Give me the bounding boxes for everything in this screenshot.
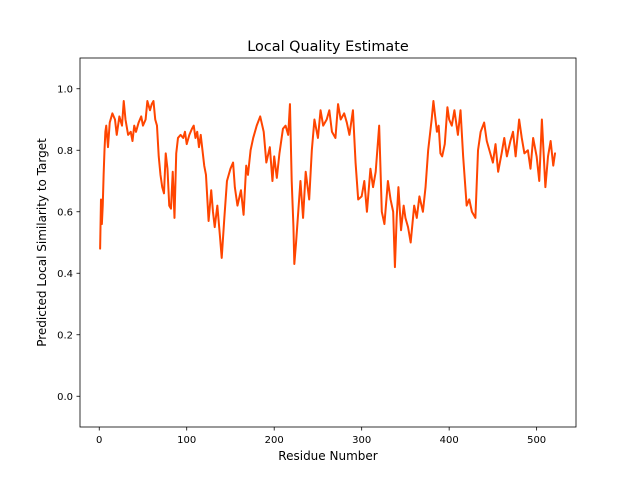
x-tick-label: 0 — [96, 435, 102, 446]
x-tick-label: 500 — [527, 435, 546, 446]
x-tick-label: 200 — [265, 435, 284, 446]
series-line-0 — [99, 100, 557, 269]
chart-title: Local Quality Estimate — [247, 39, 409, 55]
y-axis-ticks: 0.0 0.2 0.4 0.6 0.8 1.0 — [57, 84, 80, 403]
x-axis-label: Residue Number — [278, 449, 377, 463]
x-axis-ticks: 0 100 200 300 400 500 — [96, 427, 546, 446]
x-tick-label: 100 — [177, 435, 196, 446]
y-axis-label: Predicted Local Similarity to Target — [35, 138, 49, 347]
y-tick-label: 0.2 — [57, 330, 73, 341]
y-tick-label: 1.0 — [57, 84, 73, 95]
x-tick-label: 300 — [352, 435, 371, 446]
y-tick-label: 0.6 — [57, 207, 73, 218]
y-tick-label: 0.0 — [57, 392, 73, 403]
x-tick-label: 400 — [440, 435, 459, 446]
y-tick-label: 0.4 — [57, 269, 73, 280]
y-tick-label: 0.8 — [57, 146, 73, 157]
plot-area-frame — [79, 57, 577, 428]
series-layer — [99, 100, 557, 269]
